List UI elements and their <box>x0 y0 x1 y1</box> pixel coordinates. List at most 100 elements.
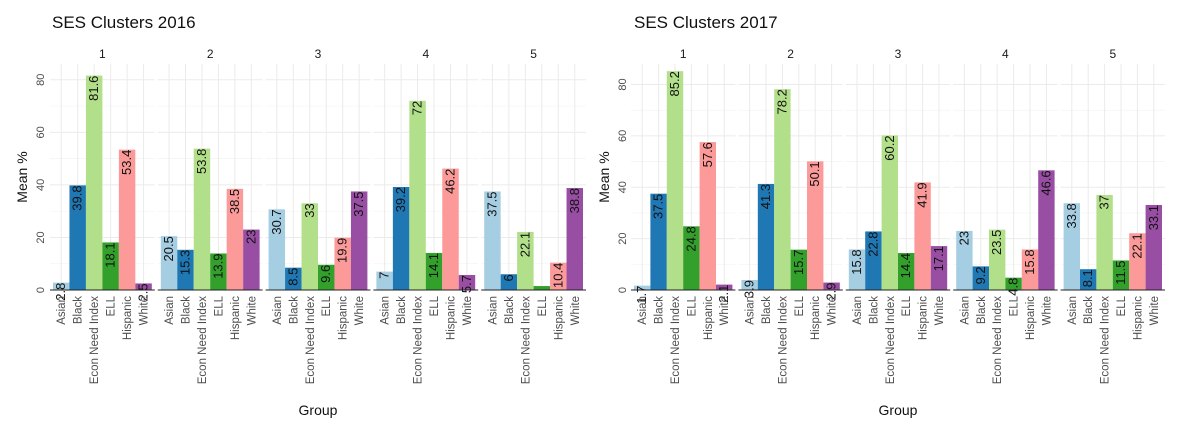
x-tick-label: Hispanic <box>230 296 242 340</box>
x-tick-label: ELL <box>794 295 806 316</box>
bar-hispanic <box>807 161 824 290</box>
bar-data-label: 2.8 <box>53 283 68 301</box>
x-tick-label: Asian <box>745 296 757 325</box>
facet-panel-5: 5 37.5 6 22.1 10.4 38.8 Asian Black Econ Need In… <box>481 47 586 384</box>
bar-data-label: 14.4 <box>898 253 913 278</box>
bar-data-label: 39.2 <box>393 187 408 212</box>
bar-econ-need-index <box>774 89 791 290</box>
x-tick-label: Hispanic <box>122 296 134 340</box>
bar-data-label: 19.9 <box>335 238 350 263</box>
facet-strip-label: 4 <box>1002 47 1009 61</box>
bar-hispanic <box>914 182 931 290</box>
y-tick-label: 60 <box>617 130 629 142</box>
x-tick-label: Econ Need Index <box>777 296 789 384</box>
bar-data-label: 72 <box>410 101 425 115</box>
bar-white <box>823 282 840 290</box>
bar-data-label: 15.7 <box>791 250 806 275</box>
bar-hispanic <box>1021 249 1039 290</box>
facet-panel-2: 2 3.9 41.3 78.2 15.7 50.1 2.9 Asian Black Econ Ne… <box>738 47 843 384</box>
bar-ell <box>1112 260 1130 290</box>
x-tick-label: Asian <box>637 296 649 325</box>
bar-black <box>865 231 882 290</box>
bar-asian <box>160 236 178 290</box>
y-tick-label: 0 <box>617 287 629 293</box>
bar-ell <box>210 253 227 290</box>
bar-data-label: 9.2 <box>973 266 988 284</box>
bar-data-label: 33.1 <box>1146 205 1161 230</box>
bar-data-label: 85.2 <box>667 71 682 96</box>
bar-white <box>930 246 948 290</box>
chart-title: SES Clusters 2017 <box>634 13 778 32</box>
bar-ell <box>898 253 915 290</box>
bar-black <box>650 193 667 290</box>
bar-hispanic <box>699 142 716 290</box>
bar-data-label: 39.8 <box>70 185 85 210</box>
bar-asian <box>53 282 70 290</box>
x-axis-title: Group <box>879 402 918 418</box>
bar-hispanic <box>118 149 136 290</box>
bar-white <box>1145 204 1162 290</box>
facet-panel-4: 4 7 39.2 72 14.1 46.2 5.7 Asian Black Econ Need I… <box>373 47 479 384</box>
x-tick-label: Hispanic <box>446 296 458 340</box>
facet-panel-1: 1 2.8 39.8 81.6 18.1 53.4 2.5 Asian Black Econ Ne… <box>50 47 155 384</box>
bar-econ-need-index <box>85 75 103 290</box>
bar-data-label: 33.8 <box>1064 203 1079 228</box>
bar-data-label: 18.1 <box>103 242 118 267</box>
bar-data-label: 33 <box>302 203 317 217</box>
x-tick-label: Black <box>504 296 516 324</box>
facet-panel-3: 3 30.7 8.5 33 9.619.9 37.5 Asian Black Econ Need… <box>265 47 371 384</box>
x-tick-label: Asian <box>56 296 68 325</box>
bar-black <box>69 185 86 290</box>
bar-data-label: 3.9 <box>742 280 757 298</box>
x-tick-label: Black <box>288 296 300 324</box>
bar-ell <box>102 242 119 290</box>
bar-ell <box>318 264 335 290</box>
bar-econ-need-index <box>666 71 684 290</box>
bar-data-label: 37 <box>1097 195 1112 209</box>
y-tick-label: 80 <box>617 78 629 90</box>
bar-data-label: 41.3 <box>758 184 773 209</box>
bar-white <box>566 188 583 290</box>
x-tick-label: Econ Need Index <box>885 296 897 384</box>
x-tick-label: Hispanic <box>1025 296 1037 340</box>
bar-asian <box>848 249 866 290</box>
bar-data-label: 81.6 <box>86 76 101 101</box>
bar-data-label: 60.2 <box>882 135 897 160</box>
y-tick-label: 60 <box>35 126 47 138</box>
facet-strip-label: 1 <box>99 47 106 61</box>
x-tick-label: ELL <box>106 295 118 316</box>
x-tick-label: Econ Need Index <box>670 296 682 384</box>
x-tick-label: White <box>246 296 258 325</box>
x-tick-label: Asian <box>1067 296 1079 325</box>
bar-asian <box>956 230 973 290</box>
x-tick-label: Asian <box>272 296 284 325</box>
x-tick-label: Econ Need Index <box>89 296 101 384</box>
y-tick-label: 20 <box>35 231 47 243</box>
y-tick-label: 40 <box>35 179 47 191</box>
bar-data-label: 9.6 <box>318 265 333 283</box>
x-tick-label: ELL <box>321 295 333 316</box>
y-axis-title: Mean % <box>596 151 612 202</box>
x-tick-label: Asian <box>852 296 864 325</box>
bar-data-label: 23 <box>243 230 258 244</box>
x-axis-title: Group <box>299 402 338 418</box>
x-tick-label: Econ Need Index <box>197 296 209 384</box>
x-tick-label: White <box>139 296 151 325</box>
bar-data-label: 57.6 <box>700 142 715 167</box>
bar-black <box>500 274 518 290</box>
bar-data-label: 15.8 <box>1022 249 1037 274</box>
chart-title: SES Clusters 2016 <box>52 13 196 32</box>
bar-econ-need-index <box>409 100 426 290</box>
bar-data-label: 50.1 <box>807 161 822 186</box>
x-tick-label: Asian <box>487 296 499 325</box>
facet-strip-label: 2 <box>787 47 794 61</box>
bar-data-label: 37.5 <box>351 191 366 216</box>
bar-asian <box>268 209 286 290</box>
bar-white <box>716 284 733 290</box>
bar-data-label: 23 <box>956 231 971 245</box>
bar-black <box>757 183 775 290</box>
x-tick-label: ELL <box>1116 295 1128 316</box>
x-tick-label: White <box>719 296 731 325</box>
